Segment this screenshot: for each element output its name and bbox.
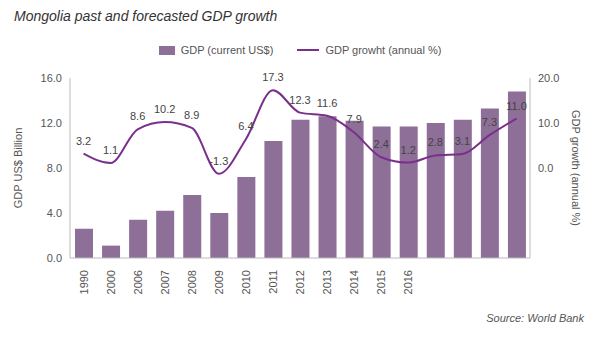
svg-text:6.4: 6.4 — [238, 120, 253, 132]
svg-text:8.0: 8.0 — [47, 162, 62, 174]
svg-text:2000: 2000 — [105, 270, 117, 294]
svg-text:12.3: 12.3 — [289, 94, 310, 106]
svg-text:8.9: 8.9 — [184, 109, 199, 121]
svg-text:8.6: 8.6 — [130, 110, 145, 122]
html-text:Mongolia past and forecasted G: Mongolia past and forecasted GDP growth — [14, 8, 278, 24]
svg-text:2007: 2007 — [159, 270, 171, 294]
svg-text:3.1: 3.1 — [455, 135, 470, 147]
svg-text:1.1: 1.1 — [103, 144, 118, 156]
svg-text:2009: 2009 — [213, 270, 225, 294]
svg-text:12.0: 12.0 — [41, 117, 62, 129]
svg-text:1990: 1990 — [78, 270, 90, 294]
svg-text:2014: 2014 — [348, 270, 360, 294]
svg-text:GDP growth (annual %): GDP growth (annual %) — [570, 110, 582, 226]
svg-text:2.4: 2.4 — [374, 138, 389, 150]
svg-text:2006: 2006 — [132, 270, 144, 294]
svg-text:7.9: 7.9 — [346, 113, 361, 125]
svg-text:2013: 2013 — [321, 270, 333, 294]
svg-text:11.0: 11.0 — [506, 100, 527, 112]
svg-text:10.0: 10.0 — [538, 117, 559, 129]
svg-text:0.0: 0.0 — [538, 162, 553, 174]
svg-text:2015: 2015 — [375, 270, 387, 294]
svg-text:2012: 2012 — [294, 270, 306, 294]
svg-text:2016: 2016 — [402, 270, 414, 294]
html-text:GDP (current US$): GDP (current US$) — [180, 44, 274, 56]
svg-text:4.0: 4.0 — [47, 207, 62, 219]
svg-text:7.3: 7.3 — [482, 116, 497, 128]
svg-text:20.0: 20.0 — [538, 72, 559, 84]
svg-text:0.0: 0.0 — [47, 252, 62, 264]
svg-text:2008: 2008 — [186, 270, 198, 294]
svg-text:1.2: 1.2 — [401, 144, 416, 156]
html-text:GDP growht (annual %): GDP growht (annual %) — [325, 44, 442, 56]
svg-text:10.2: 10.2 — [154, 103, 175, 115]
svg-text:2.8: 2.8 — [428, 136, 443, 148]
svg-text:3.2: 3.2 — [76, 135, 91, 147]
svg-text:11.6: 11.6 — [317, 97, 338, 109]
svg-text:2010: 2010 — [240, 270, 252, 294]
svg-text:GDP US$ Billion: GDP US$ Billion — [12, 128, 24, 209]
svg-text:-1.3: -1.3 — [209, 155, 228, 167]
svg-text:2011: 2011 — [267, 270, 279, 294]
html-text:Source: World Bank: Source: World Bank — [486, 312, 584, 324]
svg-text:16.0: 16.0 — [41, 72, 62, 84]
svg-text:17.3: 17.3 — [262, 71, 283, 83]
